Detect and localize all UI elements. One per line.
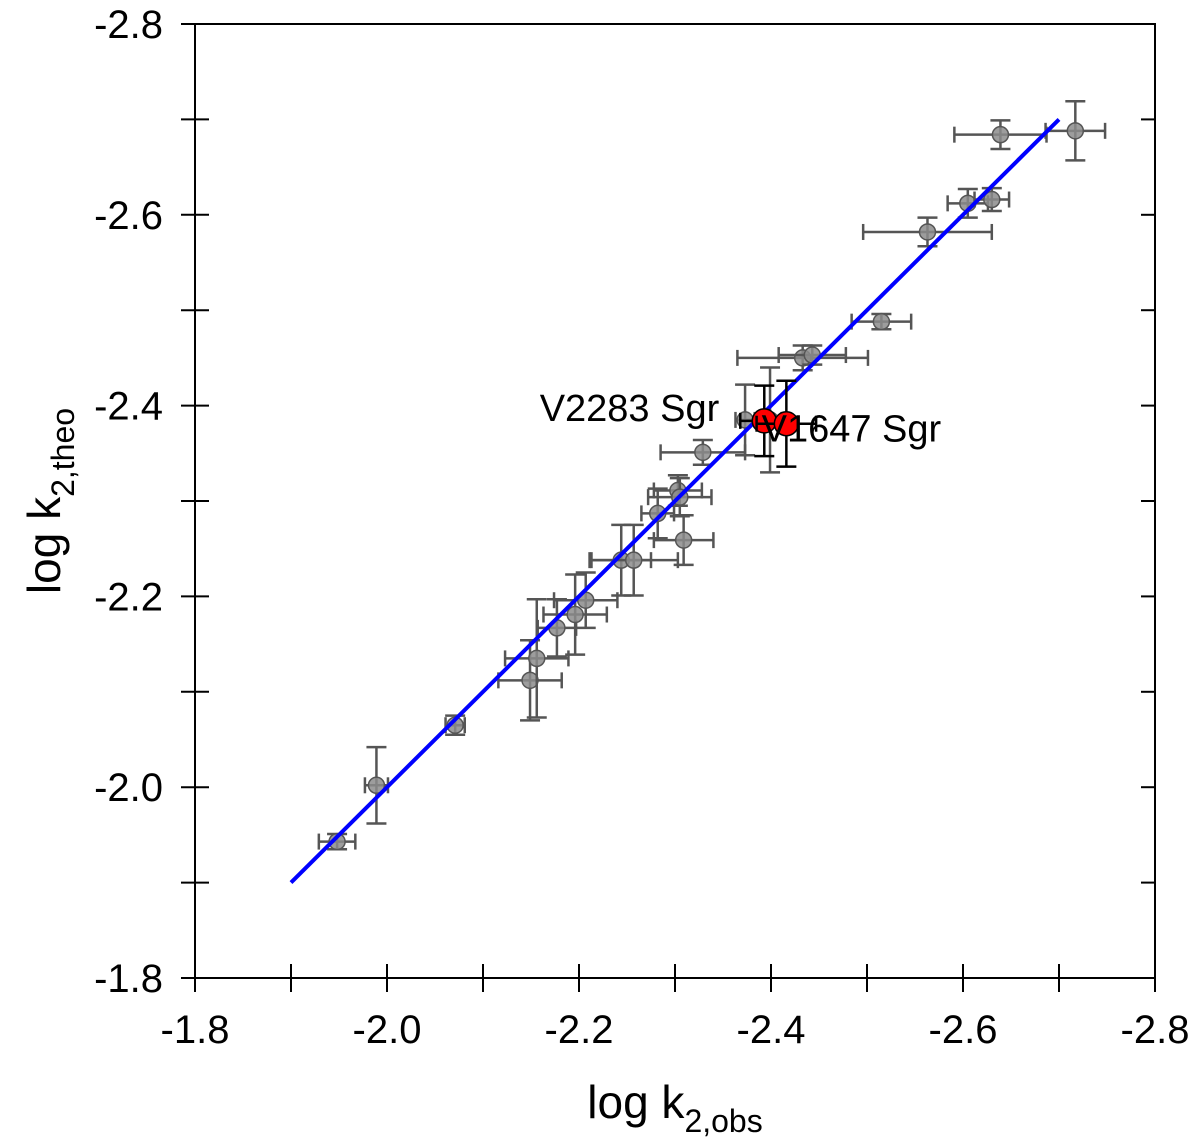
y-tick-label: -2.2 (94, 575, 163, 619)
data-point (624, 551, 643, 569)
data-point (328, 832, 346, 851)
data-point (872, 312, 891, 331)
data-point (918, 223, 937, 241)
y-tick-label: -1.8 (94, 957, 163, 1001)
y-tick-label: -2.0 (94, 766, 163, 810)
data-point (566, 605, 584, 624)
x-tick-label: -2.2 (545, 1008, 614, 1052)
y-axis-title: log k2,theo (18, 408, 81, 594)
x-tick-labels: -1.8 -2.0 -2.2 -2.4 -2.6 -2.8 (161, 1008, 1190, 1052)
y-tick-label: -2.4 (94, 385, 163, 429)
axis-ticks (181, 23, 1156, 992)
data-point (694, 443, 712, 462)
annotation-v2283-sgr: V2283 Sgr (540, 388, 720, 430)
data-point (648, 504, 667, 523)
annotation-v1647-sgr: V1647 Sgr (762, 409, 942, 451)
y-tick-label: -2.6 (94, 194, 163, 238)
data-point (528, 649, 546, 668)
data-point (521, 671, 539, 690)
data-point (991, 125, 1010, 144)
data-point (983, 190, 1001, 209)
data-point (674, 531, 693, 549)
x-tick-label: -2.0 (353, 1008, 422, 1052)
highlighted-point (773, 410, 800, 437)
x-tick-label: -2.4 (737, 1008, 806, 1052)
x-axis-title: log k2,obs (587, 1076, 762, 1139)
y-tick-label: -2.8 (94, 3, 163, 47)
highlighted-points (739, 379, 818, 468)
fit-line (289, 117, 1061, 885)
data-point (1066, 122, 1085, 140)
data-point (367, 776, 386, 795)
x-tick-label: -2.6 (929, 1008, 998, 1052)
y-tick-labels: -1.8 -2.0 -2.2 -2.4 -2.6 -2.8 (94, 3, 163, 1001)
x-tick-label: -2.8 (1121, 1008, 1190, 1052)
x-tick-label: -1.8 (161, 1008, 230, 1052)
